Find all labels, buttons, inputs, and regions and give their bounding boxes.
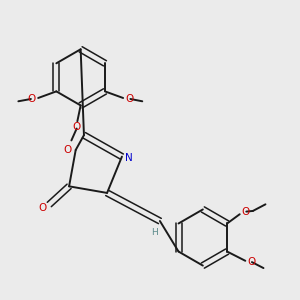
Text: O: O xyxy=(242,207,250,217)
Text: N: N xyxy=(125,153,132,163)
Text: O: O xyxy=(38,203,47,213)
Text: O: O xyxy=(247,257,255,267)
Text: H: H xyxy=(152,228,158,237)
Text: O: O xyxy=(27,94,36,104)
Text: O: O xyxy=(73,122,81,132)
Text: O: O xyxy=(63,145,72,155)
Text: O: O xyxy=(126,94,134,104)
